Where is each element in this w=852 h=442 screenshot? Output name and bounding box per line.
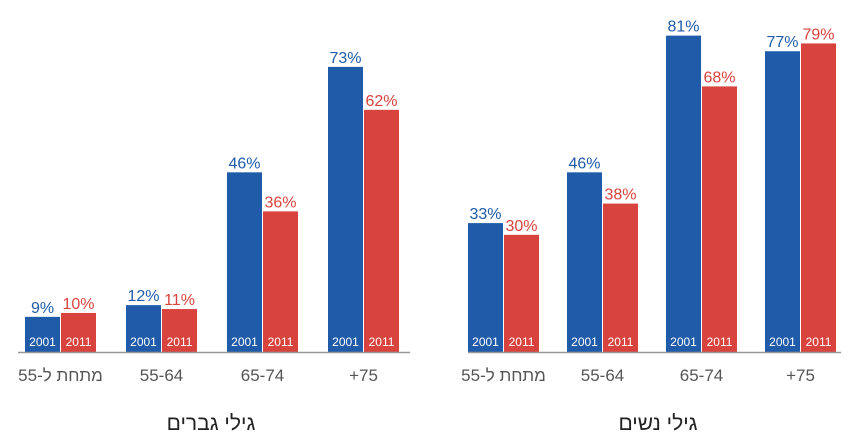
men-value-label: 12% — [127, 288, 159, 305]
men-category-label: +75 — [349, 366, 378, 385]
men-category-label: 55-64 — [140, 366, 183, 385]
women-bar-2001-1 — [666, 36, 701, 352]
men-category-label: מתחת ל-55 — [18, 366, 103, 385]
women-value-label: 79% — [802, 26, 834, 43]
women-bar-year-label: 2011 — [509, 335, 535, 349]
men-bar-2011-0 — [364, 110, 399, 352]
women-chart-title: גילי נשים — [618, 412, 697, 435]
men-value-label: 62% — [365, 93, 397, 110]
men-value-label: 73% — [329, 50, 361, 67]
men-bar-year-label: 2011 — [66, 335, 92, 349]
men-value-label: 11% — [164, 292, 195, 309]
women-value-label: 81% — [667, 19, 699, 36]
men-bar-2011-1 — [263, 211, 298, 352]
men-bar-year-label: 2001 — [332, 335, 359, 349]
women-value-label: 30% — [505, 218, 537, 235]
women-bar-2001-2 — [567, 172, 602, 352]
women-bar-year-label: 2001 — [769, 335, 796, 349]
men-value-label: 36% — [264, 194, 296, 211]
men-bar-year-label: 2011 — [369, 335, 395, 349]
women-category-label: מתחת ל-55 — [461, 366, 546, 385]
women-value-label: 33% — [469, 206, 501, 223]
women-bar-2011-0 — [801, 43, 836, 352]
women-category-label: 55-64 — [581, 366, 624, 385]
women-bar-year-label: 2011 — [806, 335, 832, 349]
men-value-label: 10% — [62, 296, 94, 313]
men-bar-year-label: 2001 — [231, 335, 258, 349]
women-panel: גילי נשים 2001 77% 2011 79% +75 2001 81% 2011 68%… — [461, 19, 841, 435]
women-category-label: +75 — [786, 366, 815, 385]
men-value-label: 46% — [228, 155, 260, 172]
women-bar-2001-3 — [468, 223, 503, 352]
men-bar-2001-0 — [328, 67, 363, 352]
women-bar-year-label: 2001 — [472, 335, 499, 349]
men-bar-year-label: 2001 — [29, 335, 56, 349]
men-panel: גילי גברים 2001 73% 2011 62% +75 2001 46% 2011 36… — [18, 50, 410, 435]
women-bar-2011-2 — [603, 204, 638, 352]
women-bar-year-label: 2011 — [707, 335, 733, 349]
men-value-label: 9% — [31, 300, 54, 317]
men-bar-2001-1 — [227, 172, 262, 352]
women-bar-2001-0 — [765, 51, 800, 352]
men-chart-title: גילי גברים — [167, 412, 256, 435]
women-bar-year-label: 2001 — [670, 335, 697, 349]
women-bar-2011-1 — [702, 86, 737, 352]
women-category-label: 65-74 — [680, 366, 723, 385]
women-value-label: 46% — [568, 155, 600, 172]
women-value-label: 77% — [766, 34, 798, 51]
men-bar-year-label: 2011 — [167, 335, 193, 349]
men-category-label: 65-74 — [241, 366, 284, 385]
men-bar-year-label: 2011 — [268, 335, 294, 349]
women-value-label: 38% — [604, 187, 636, 204]
women-value-label: 68% — [703, 69, 735, 86]
men-bar-year-label: 2001 — [130, 335, 157, 349]
women-bar-year-label: 2011 — [608, 335, 634, 349]
women-bar-year-label: 2001 — [571, 335, 598, 349]
